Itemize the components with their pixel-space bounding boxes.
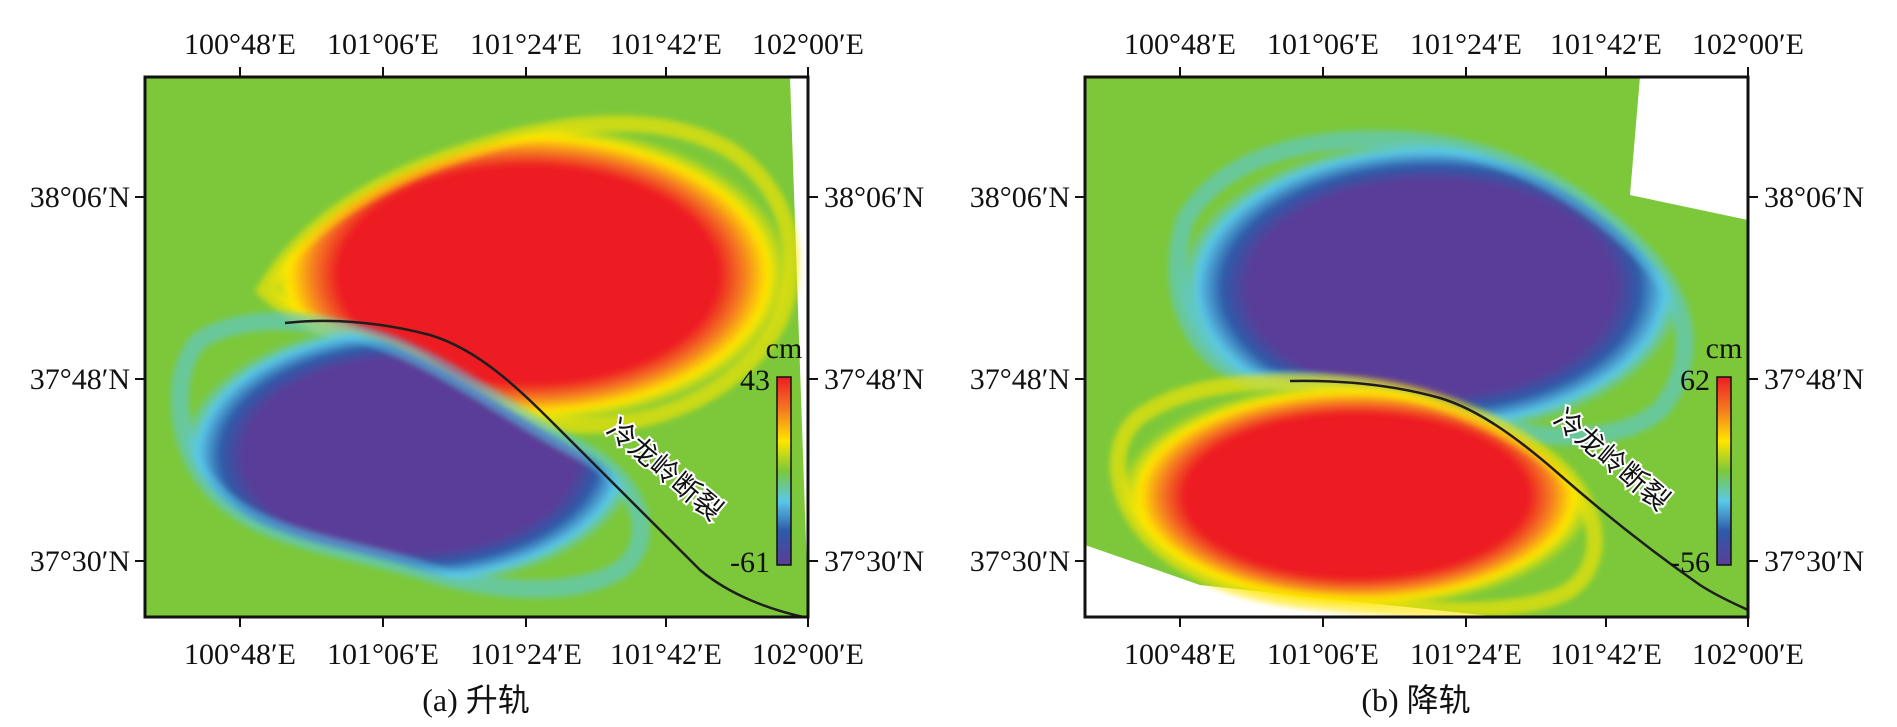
map-frame-a — [143, 75, 810, 619]
right-tick-b-2: 37°30′N — [1764, 545, 1864, 578]
bottom-tick-b-2: 101°24′E — [1410, 638, 1522, 671]
colorbar-unit-b: cm — [1706, 332, 1743, 365]
colorbar-min-a: -61 — [730, 546, 770, 579]
panel-b: 100°48′E 101°06′E 101°24′E 101°42′E 102°… — [970, 28, 1864, 718]
bottom-tick-b-0: 100°48′E — [1124, 638, 1236, 671]
right-tick-a-2: 37°30′N — [824, 545, 924, 578]
y-ticks-b — [1075, 196, 1758, 562]
colorbar-bar-b — [1716, 376, 1732, 566]
top-tick-a-1: 101°06′E — [327, 28, 439, 61]
colorbar-bar-a — [776, 376, 792, 566]
top-tick-b-2: 101°24′E — [1410, 28, 1522, 61]
caption-a: (a) 升轨 — [422, 682, 530, 718]
top-tick-b-0: 100°48′E — [1124, 28, 1236, 61]
uplift-lobe-b — [1118, 381, 1595, 610]
top-tick-b-3: 101°42′E — [1550, 28, 1662, 61]
fault-line-b — [1289, 379, 1748, 612]
top-tick-a-4: 102°00′E — [752, 28, 864, 61]
no-data-a — [790, 77, 808, 600]
subsidence-halo-a — [170, 312, 650, 598]
colorbar-b: cm 62 -56 — [1670, 332, 1742, 579]
bottom-tick-a-3: 101°42′E — [610, 638, 722, 671]
x-ticks-a — [239, 67, 809, 627]
x-ticks-b — [1179, 67, 1749, 627]
colorbar-max-a: 43 — [740, 364, 770, 397]
left-tick-a-0: 38°06′N — [30, 181, 130, 214]
fault-line-a — [284, 319, 808, 617]
right-tick-a-1: 37°48′N — [824, 363, 924, 396]
caption-b: (b) 降轨 — [1361, 682, 1470, 718]
bottom-tick-b-4: 102°00′E — [1692, 638, 1804, 671]
no-data-b-bottom — [1085, 545, 1500, 617]
colorbar-unit-a: cm — [766, 332, 803, 365]
colorbar-min-b: -56 — [1670, 546, 1710, 579]
bottom-tick-b-1: 101°06′E — [1267, 638, 1379, 671]
bottom-tick-a-1: 101°06′E — [327, 638, 439, 671]
left-tick-b-1: 37°48′N — [970, 363, 1070, 396]
right-tick-b-1: 37°48′N — [1764, 363, 1864, 396]
colorbar-max-b: 62 — [1680, 364, 1710, 397]
top-tick-a-2: 101°24′E — [470, 28, 582, 61]
subsidence-lobe-b — [1177, 139, 1685, 437]
right-tick-b-0: 38°06′N — [1764, 181, 1864, 214]
left-tick-b-2: 37°30′N — [970, 545, 1070, 578]
map-area-b — [1085, 77, 1748, 617]
y-ticks-a — [135, 196, 818, 562]
bottom-tick-a-0: 100°48′E — [184, 638, 296, 671]
top-tick-b-4: 102°00′E — [1692, 28, 1804, 61]
top-tick-a-0: 100°48′E — [184, 28, 296, 61]
top-tick-b-1: 101°06′E — [1267, 28, 1379, 61]
no-data-b-top — [1630, 77, 1748, 220]
bottom-tick-a-4: 102°00′E — [752, 638, 864, 671]
bottom-tick-b-3: 101°42′E — [1550, 638, 1662, 671]
colorbar-a: cm 43 -61 — [730, 332, 802, 579]
map-frame-b — [1083, 75, 1750, 619]
subsidence-lobe-a — [179, 321, 641, 589]
uplift-halo-b — [1110, 373, 1603, 617]
bottom-tick-a-2: 101°24′E — [470, 638, 582, 671]
map-area-a — [145, 77, 808, 617]
left-tick-a-2: 37°30′N — [30, 545, 130, 578]
panel-a: 100°48′E 101°06′E 101°24′E 101°42′E 102°… — [30, 28, 924, 718]
left-tick-a-1: 37°48′N — [30, 363, 130, 396]
right-tick-a-0: 38°06′N — [824, 181, 924, 214]
top-tick-a-3: 101°42′E — [610, 28, 722, 61]
left-tick-b-0: 38°06′N — [970, 181, 1070, 214]
